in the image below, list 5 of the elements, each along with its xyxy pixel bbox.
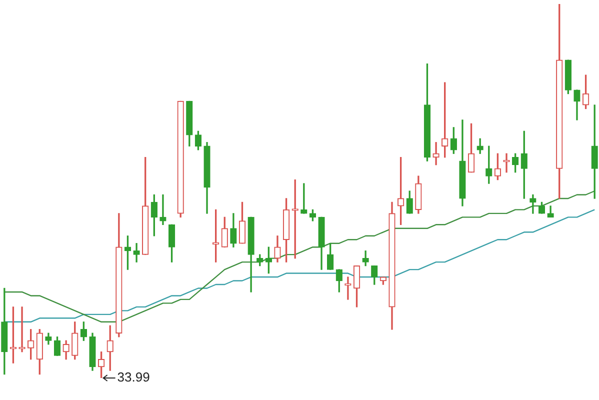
candlestick [133, 243, 140, 262]
annotation: 33.99 [117, 370, 150, 385]
candlestick [530, 194, 536, 214]
candlestick [160, 194, 166, 225]
candlestick [344, 276, 352, 300]
